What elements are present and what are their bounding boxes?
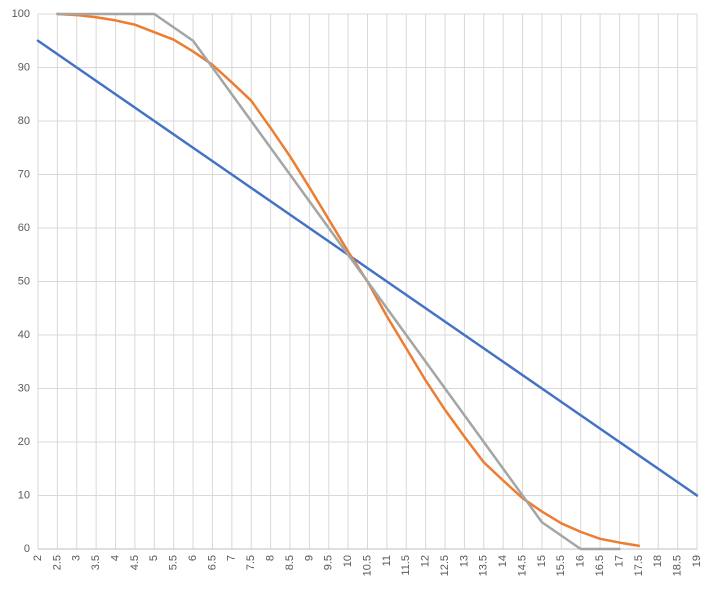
x-tick-label: 11.5 — [400, 555, 412, 576]
x-tick-label: 6.5 — [206, 555, 218, 570]
x-tick-label: 2.5 — [51, 555, 63, 570]
x-tick-label: 2 — [32, 555, 44, 561]
x-tick-label: 14.5 — [516, 555, 528, 576]
y-tick-label: 40 — [18, 329, 30, 341]
x-tick-label: 19 — [691, 555, 703, 567]
data-line — [56, 12, 621, 551]
y-tick-label: 90 — [18, 61, 30, 73]
x-tick-label: 8.5 — [284, 555, 296, 570]
y-tick-label: 10 — [18, 489, 30, 501]
x-tick-label: 7 — [226, 555, 238, 561]
x-tick-label: 9 — [303, 555, 315, 561]
x-tick-label: 17 — [613, 555, 625, 567]
y-tick-label: 50 — [18, 275, 30, 287]
x-tick-label: 4.5 — [129, 555, 141, 570]
x-tick-label: 4 — [109, 555, 121, 561]
x-tick-label: 6 — [187, 555, 199, 561]
x-tick-label: 12.5 — [439, 555, 451, 576]
y-tick-label: 70 — [18, 168, 30, 180]
x-tick-label: 9.5 — [323, 555, 335, 570]
y-tick-label: 20 — [18, 436, 30, 448]
x-tick-label: 10 — [342, 555, 354, 567]
y-tick-label: 0 — [24, 543, 30, 555]
data-line — [56, 12, 641, 548]
data-line — [36, 39, 699, 497]
x-tick-label: 15.5 — [555, 555, 567, 576]
x-tick-label: 18.5 — [672, 555, 684, 576]
x-tick-label: 14 — [497, 555, 509, 567]
x-tick-label: 8 — [264, 555, 276, 561]
x-tick-label: 5 — [148, 555, 160, 561]
x-tick-label: 16.5 — [594, 555, 606, 576]
x-tick-label: 3.5 — [90, 555, 102, 570]
y-tick-label: 80 — [18, 115, 30, 127]
y-tick-label: 30 — [18, 382, 30, 394]
y-tick-label: 100 — [12, 8, 30, 20]
y-tick-label: 60 — [18, 222, 30, 234]
x-tick-label: 7.5 — [245, 555, 257, 570]
x-tick-label: 3 — [71, 555, 83, 561]
x-tick-label: 11 — [381, 555, 393, 566]
x-tick-label: 18 — [652, 555, 664, 567]
x-tick-label: 5.5 — [168, 555, 180, 570]
x-tick-label: 13 — [458, 555, 470, 567]
x-tick-label: 12 — [420, 555, 432, 567]
x-tick-label: 13.5 — [478, 555, 490, 576]
x-tick-label: 15 — [536, 555, 548, 567]
x-tick-label: 16 — [575, 555, 587, 567]
x-tick-label: 10.5 — [361, 555, 373, 576]
x-tick-label: 17.5 — [633, 555, 645, 576]
